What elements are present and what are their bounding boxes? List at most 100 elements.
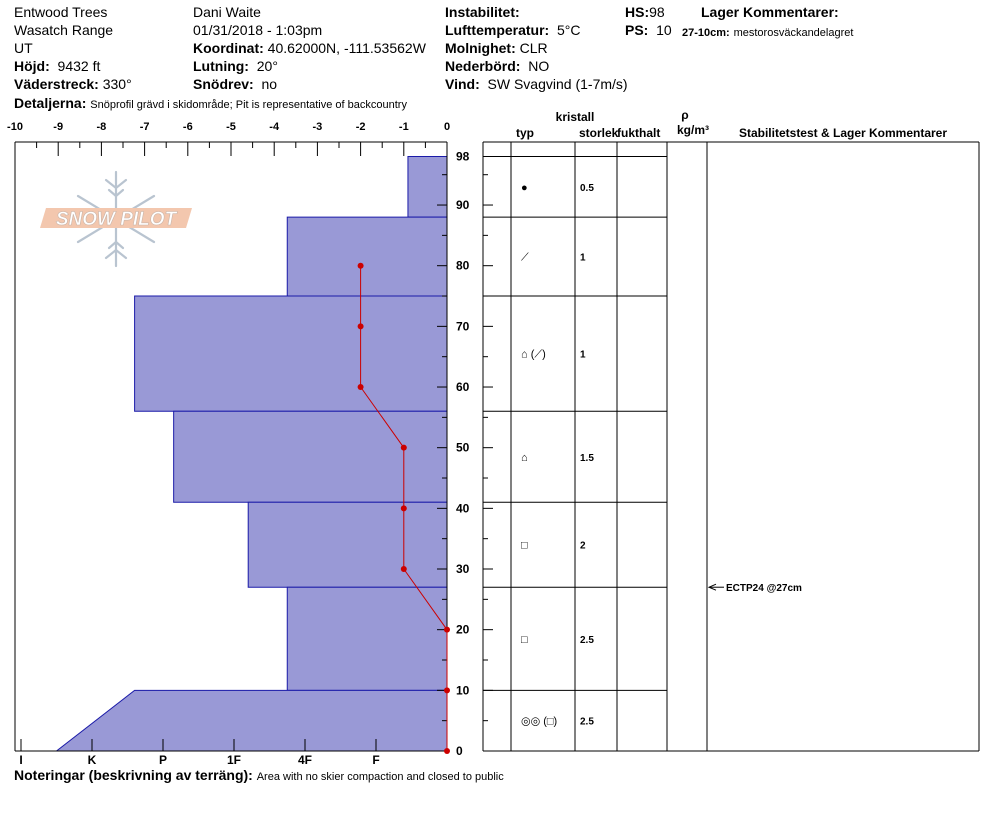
snowpilot-logo: SNOW PILOT <box>40 170 192 268</box>
ps-value: 10 <box>656 22 672 38</box>
airtemp-label: Lufttemperatur: <box>445 22 550 38</box>
depth-tick-label: 0 <box>456 744 463 758</box>
grain-size-label: 1 <box>580 253 586 264</box>
temp-tick-label: -2 <box>356 121 366 133</box>
precipitation: Nederbörd: NO <box>445 58 549 74</box>
depth-tick-label: 20 <box>456 623 470 637</box>
drift-value: no <box>261 76 278 92</box>
hardness-tick-label: K <box>88 753 97 767</box>
temperature-point <box>444 626 450 633</box>
grain-type-symbol: ● <box>521 182 528 194</box>
temp-tick-label: -6 <box>183 121 193 133</box>
stability-test-label: ECTP24 @27cm <box>726 583 802 594</box>
grain-type-symbol: ⌂ (⟋) <box>521 349 546 361</box>
instability: Instabilitet: <box>445 4 520 20</box>
temperature-point <box>400 566 407 573</box>
grain-size-label: 2 <box>580 541 586 552</box>
temp-tick-label: 0 <box>444 121 450 133</box>
col-moisture: fukthalt <box>617 126 660 140</box>
grain-type-symbol: ⟋ <box>521 252 529 264</box>
layer-comment: 27-10cm: mestorosväckandelagret <box>682 23 853 40</box>
hardness-tick-label: F <box>372 753 379 767</box>
pit-depth: PS: 10 <box>625 22 672 38</box>
col-rho: ρ <box>681 108 688 122</box>
temp-tick-label: -7 <box>140 121 150 133</box>
temperature-point <box>357 262 364 269</box>
details-text: Snöprofil grävd i skidområde; Pit is rep… <box>90 99 407 111</box>
temperature-profile <box>357 262 450 754</box>
stability-arrow-head <box>707 583 717 591</box>
depth-tick-label: 30 <box>456 562 470 576</box>
state: UT <box>14 40 33 56</box>
hardness-tick-label: I <box>19 753 22 767</box>
temperature-point <box>357 323 364 330</box>
temperature-point <box>444 687 450 694</box>
temperature-point <box>444 748 450 754</box>
logo-text: SNOW PILOT <box>56 209 178 230</box>
drift-label: Snödrev: <box>193 76 254 92</box>
hardness-tick-label: 4F <box>298 753 312 767</box>
temp-tick-label: -1 <box>399 121 409 133</box>
snow-drift: Snödrev: no <box>193 76 277 92</box>
depth-tick-label: 70 <box>456 319 470 333</box>
hs-value: 98 <box>649 4 665 20</box>
grain-size-label: 1 <box>580 350 586 361</box>
col-size: storlek <box>579 126 619 140</box>
observation-datetime: 01/31/2018 - 1:03pm <box>193 22 323 38</box>
temp-tick-label: -5 <box>226 121 236 133</box>
grain-size-label: 2.5 <box>580 635 594 646</box>
hardness-layer-4 <box>247 501 448 588</box>
coord-value: 40.62000N, -111.53562W <box>267 40 426 56</box>
slope: Lutning: 20° <box>193 58 278 74</box>
hs-label: HS: <box>625 4 650 20</box>
grain-type-symbol: ◎◎ (□) <box>521 716 557 728</box>
grain-type-symbol: □ <box>521 634 528 646</box>
wind-value: SW Svagvind (1-7m/s) <box>487 76 628 92</box>
elevation-label: Höjd: <box>14 58 50 74</box>
chart-axes: -10 -9 -8 -7 -6 -5 -4 -3 -2 -1 0I K P 1F 4F F0102030405… <box>7 121 470 767</box>
elevation-value: 9432 ft <box>57 58 101 74</box>
depth-tick-label: 10 <box>456 683 470 697</box>
grain-size-label: 1.5 <box>580 453 594 464</box>
temp-tick-label: -4 <box>269 121 280 133</box>
hardness-layer-1 <box>286 216 448 297</box>
grain-type-symbol: ⌂ <box>521 452 528 464</box>
logo-banner <box>40 208 192 228</box>
aspect-value: 330° <box>102 76 132 92</box>
depth-tick-label: 60 <box>456 380 470 394</box>
hardness-layer-3 <box>173 410 448 503</box>
air-temperature: Lufttemperatur: 5°C <box>445 22 581 38</box>
observer-name: Dani Waite <box>193 4 261 20</box>
details: Detaljerna: Snöprofil grävd i skidområde… <box>14 95 407 112</box>
grain-size-label: 2.5 <box>580 717 594 728</box>
precip-label: Nederbörd: <box>445 58 521 74</box>
temperature-point <box>400 444 407 451</box>
temperature-point <box>357 384 364 391</box>
sky-value: CLR <box>519 40 548 56</box>
coord-label: Koordinat: <box>193 40 264 56</box>
hardness-layer-0 <box>407 156 448 218</box>
snow-height: HS:98 <box>625 4 665 20</box>
slope-label: Lutning: <box>193 58 249 74</box>
grain-size-label: 0.5 <box>580 183 594 194</box>
mountain-range: Wasatch Range <box>14 22 114 38</box>
aspect: Väderstreck: 330° <box>14 76 132 92</box>
notes: Noteringar (beskrivning av terräng): Are… <box>14 767 504 784</box>
aspect-label: Väderstreck: <box>14 76 99 92</box>
hardness-tick-label: P <box>159 753 167 767</box>
col-crystal: kristall <box>556 110 595 124</box>
coordinates: Koordinat: 40.62000N, -111.53562W <box>193 40 426 56</box>
col-type: typ <box>516 126 534 140</box>
wind: Vind: SW Svagvind (1-7m/s) <box>445 76 628 92</box>
wind-label: Vind: <box>445 76 480 92</box>
details-label: Detaljerna: <box>14 95 87 111</box>
hardness-layer-2 <box>134 295 448 412</box>
elevation: Höjd: 9432 ft <box>14 58 100 74</box>
layer-comments-label: Lager Kommentarer: <box>701 4 839 20</box>
layer-comment-text: mestorosväckandelagret <box>733 27 854 39</box>
hardness-layer-6 <box>55 689 448 752</box>
airtemp-value: 5°C <box>557 22 581 38</box>
sky-label: Molnighet: <box>445 40 516 56</box>
precip-value: NO <box>528 58 550 74</box>
